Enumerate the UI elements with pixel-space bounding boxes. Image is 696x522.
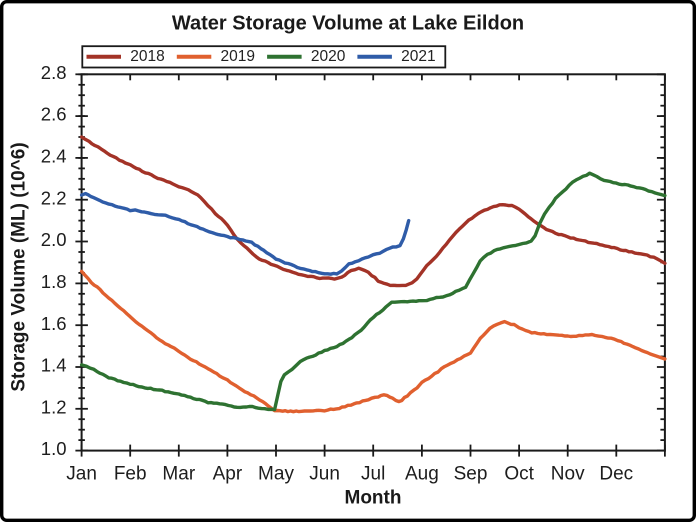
- svg-text:1.8: 1.8: [41, 271, 67, 292]
- svg-text:Month: Month: [345, 488, 402, 509]
- svg-text:Apr: Apr: [213, 464, 243, 485]
- svg-text:2.8: 2.8: [41, 62, 67, 83]
- svg-text:1.2: 1.2: [41, 396, 67, 417]
- svg-text:Dec: Dec: [599, 464, 633, 485]
- svg-text:2018: 2018: [130, 48, 164, 65]
- svg-text:2.0: 2.0: [41, 229, 67, 250]
- svg-text:Aug: Aug: [405, 464, 439, 485]
- svg-text:2.6: 2.6: [41, 104, 67, 125]
- svg-text:May: May: [258, 464, 294, 485]
- svg-text:1.0: 1.0: [41, 438, 67, 459]
- svg-text:Jun: Jun: [309, 464, 340, 485]
- svg-text:2.4: 2.4: [41, 146, 67, 167]
- svg-text:2020: 2020: [311, 48, 346, 65]
- svg-text:2019: 2019: [221, 48, 255, 65]
- svg-text:Oct: Oct: [504, 464, 534, 485]
- svg-text:2021: 2021: [401, 48, 435, 65]
- svg-text:Nov: Nov: [551, 464, 585, 485]
- svg-text:Sep: Sep: [454, 464, 488, 485]
- svg-text:1.4: 1.4: [41, 355, 67, 376]
- svg-text:Mar: Mar: [162, 464, 195, 485]
- svg-text:Storage Volume (ML) (10^6): Storage Volume (ML) (10^6): [9, 142, 30, 391]
- svg-text:Jul: Jul: [361, 464, 385, 485]
- svg-text:Feb: Feb: [114, 464, 147, 485]
- svg-text:1.6: 1.6: [41, 313, 67, 334]
- svg-text:2.2: 2.2: [41, 187, 67, 208]
- svg-text:Water Storage Volume at Lake E: Water Storage Volume at Lake Eildon: [172, 13, 524, 35]
- svg-text:Jan: Jan: [66, 464, 97, 485]
